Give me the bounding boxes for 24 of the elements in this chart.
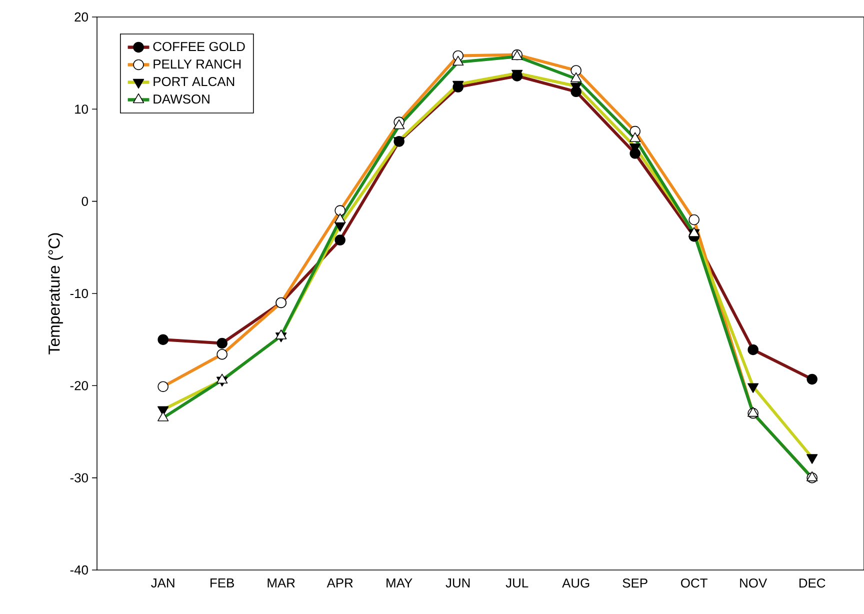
x-tick-label: NOV bbox=[740, 578, 768, 588]
legend-label: COFFEE GOLD bbox=[153, 42, 245, 52]
y-tick-label: 20 bbox=[74, 12, 88, 22]
y-axis-title: Temperature (°C) bbox=[48, 233, 63, 354]
y-tick-label: -40 bbox=[70, 565, 88, 575]
x-tick-label: SEP bbox=[622, 578, 648, 588]
x-tick-label: FEB bbox=[210, 578, 234, 588]
x-tick-label: MAY bbox=[386, 578, 412, 588]
x-tick-label: APR bbox=[326, 578, 353, 588]
y-tick-label: 10 bbox=[75, 104, 88, 114]
x-tick-label: DEC bbox=[799, 578, 826, 588]
y-tick-label: -30 bbox=[70, 473, 88, 482]
x-tick-label: JUN bbox=[446, 578, 470, 588]
legend-label: DAWSON bbox=[154, 94, 210, 104]
x-tick-label: OCT bbox=[681, 578, 708, 588]
x-tick-label: MAR bbox=[268, 578, 295, 588]
x-tick-label: JUL bbox=[506, 578, 528, 588]
y-tick-label: -20 bbox=[70, 381, 88, 390]
legend-label: PORT ALCAN bbox=[154, 76, 234, 86]
y-tick-label: 0 bbox=[82, 196, 88, 206]
y-tick-label: -10 bbox=[70, 288, 88, 298]
x-tick-label: AUG bbox=[562, 578, 590, 588]
x-tick-label: JAN bbox=[151, 578, 174, 588]
legend-label: PELLY RANCH bbox=[154, 59, 241, 69]
